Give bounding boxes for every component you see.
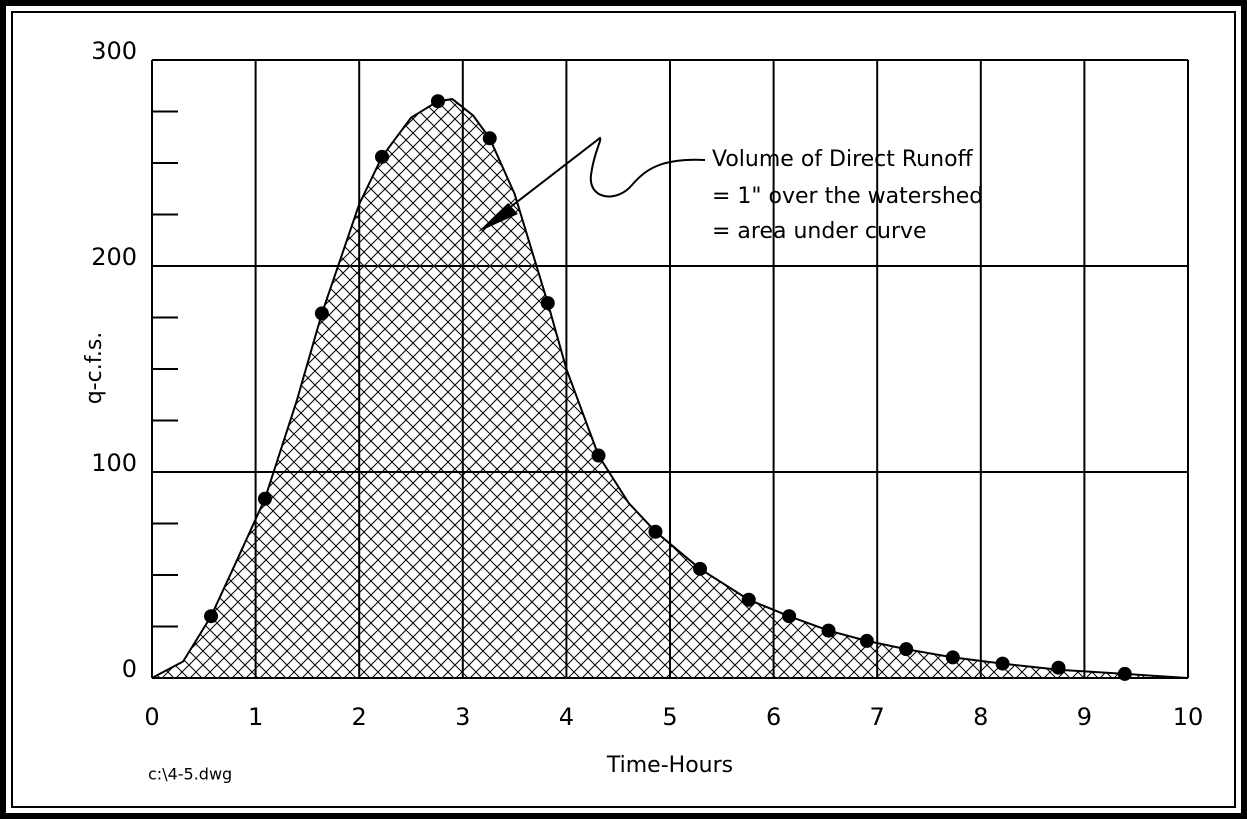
x-tick-label: 5 — [662, 703, 677, 731]
x-tick-label: 4 — [559, 703, 574, 731]
x-tick-label: 9 — [1077, 703, 1092, 731]
data-point — [1051, 660, 1066, 675]
data-point — [693, 561, 708, 576]
annotation: = area under curve — [712, 219, 927, 244]
y-tick-label: 300 — [91, 37, 137, 65]
x-tick-label: 2 — [352, 703, 367, 731]
inner-frame — [11, 11, 1236, 808]
data-point — [257, 491, 272, 506]
y-tick-label: 0 — [122, 655, 137, 683]
data-point — [821, 623, 836, 638]
x-tick-label: 0 — [144, 703, 159, 731]
y-axis-label: q-c.f.s. — [82, 332, 107, 405]
x-axis-label: Time-Hours — [606, 753, 733, 778]
data-point — [741, 592, 756, 607]
data-point — [430, 94, 445, 109]
arrowhead — [478, 203, 518, 232]
data-point — [995, 656, 1010, 671]
x-tick-label: 6 — [766, 703, 781, 731]
x-tick-label: 8 — [973, 703, 988, 731]
x-tick-label: 3 — [455, 703, 470, 731]
footer: c:\4-5.dwg — [148, 765, 232, 784]
data-point — [591, 448, 606, 463]
data-point — [314, 306, 329, 321]
x-tick-label: 1 — [248, 703, 263, 731]
leader-line — [499, 136, 706, 216]
data-point — [945, 650, 960, 665]
data-point — [482, 131, 497, 146]
data-point — [899, 642, 914, 657]
data-point — [648, 524, 663, 539]
data-point — [540, 296, 555, 311]
data-point — [782, 609, 797, 624]
annotation: Volume of Direct Runoff — [712, 147, 974, 172]
hatched-area — [152, 99, 1188, 679]
y-tick-label: 200 — [91, 243, 137, 271]
x-tick-label: 7 — [870, 703, 885, 731]
y-tick-label: 100 — [91, 449, 137, 477]
data-point — [204, 609, 219, 624]
annotation: = 1" over the watershed — [712, 184, 983, 209]
data-point — [1117, 666, 1132, 681]
data-point — [374, 149, 389, 164]
x-tick-label: 10 — [1173, 703, 1204, 731]
data-point — [859, 633, 874, 648]
